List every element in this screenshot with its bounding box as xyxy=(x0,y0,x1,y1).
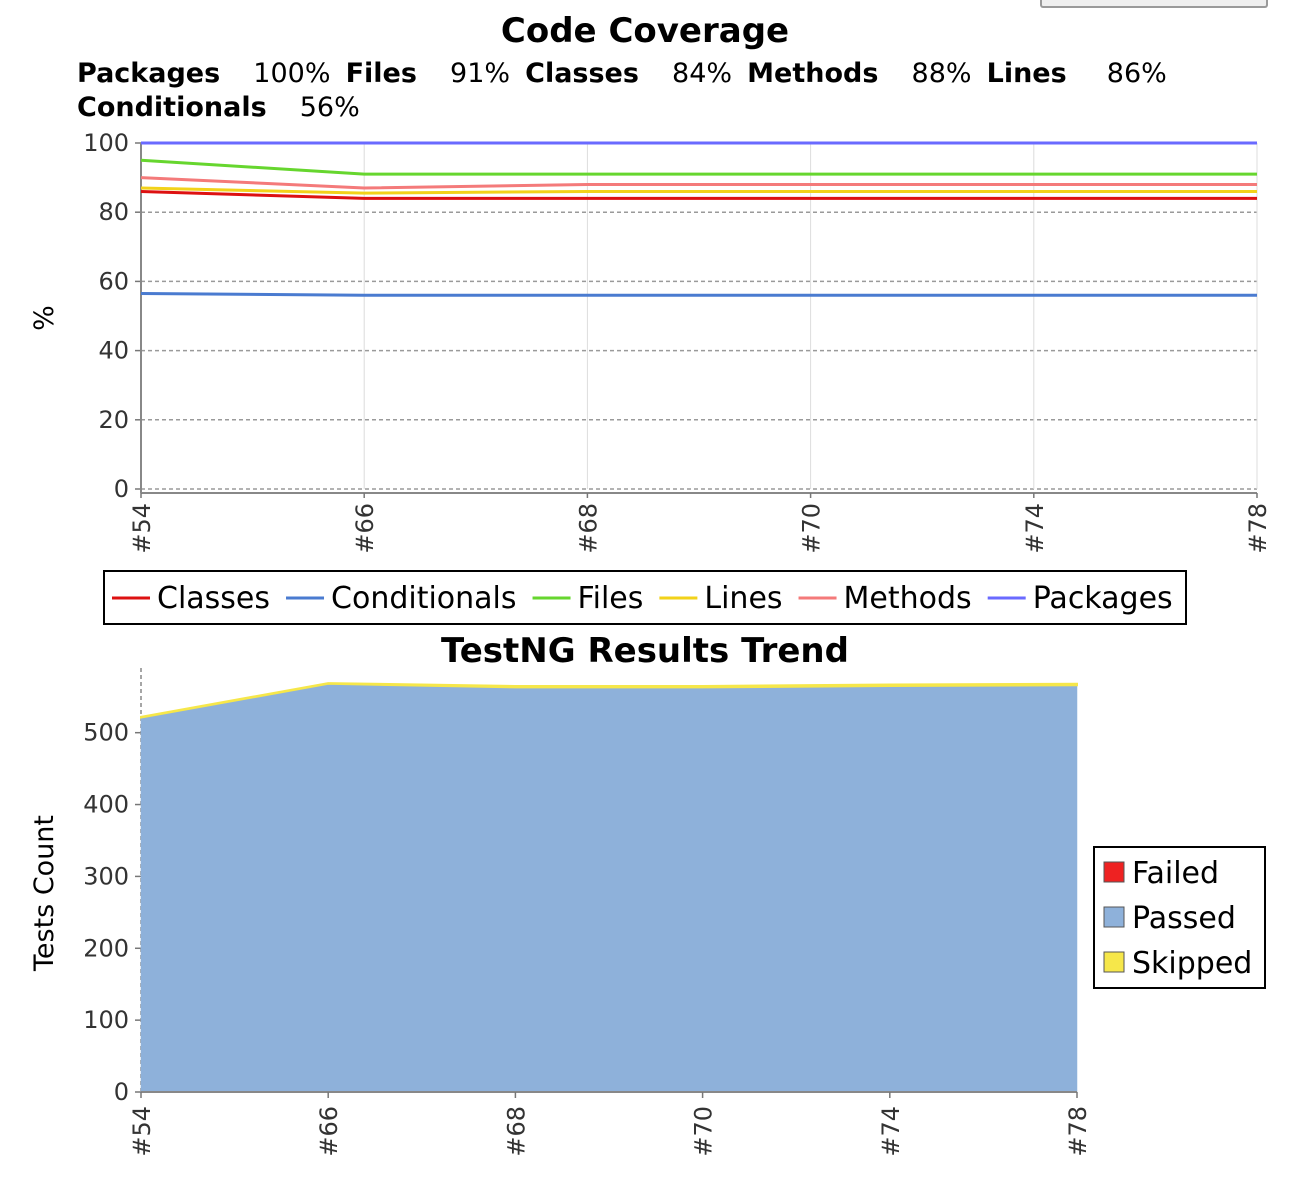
coverage-x-tick-label: #70 xyxy=(798,503,826,554)
coverage-plot: 0 20 40 60 80 100 #54 #66 #68 #70 #74 #78 xyxy=(83,129,1272,554)
coverage-x-tick-label: #66 xyxy=(351,503,379,554)
legend-label-packages: Packages xyxy=(1033,581,1173,616)
testng-title: TestNG Results Trend xyxy=(441,631,849,671)
coverage-summary-line-2: Conditionals 56% xyxy=(77,92,360,123)
summary-value-files: 91% xyxy=(450,58,510,89)
top-right-button[interactable] xyxy=(1040,0,1268,8)
legend-swatch-passed xyxy=(1103,906,1125,928)
testng-y-tick-label: 300 xyxy=(83,862,129,890)
summary-label-files: Files xyxy=(346,58,417,89)
summary-value-conditionals: 56% xyxy=(300,92,360,123)
coverage-y-axis-title: % xyxy=(29,305,60,331)
coverage-series-line-methods xyxy=(140,176,1257,190)
legend-label-failed: Failed xyxy=(1132,856,1219,891)
summary-value-classes: 84% xyxy=(672,58,732,89)
summary-label-methods: Methods xyxy=(747,58,878,89)
legend-label-conditionals: Conditionals xyxy=(331,581,517,616)
summary-value-lines: 86% xyxy=(1107,58,1167,89)
testng-y-axis-title: Tests Count xyxy=(29,815,60,972)
testng-x-tick-label: #74 xyxy=(877,1106,905,1157)
summary-label-packages: Packages xyxy=(77,58,220,89)
testng-x-tick-label: #54 xyxy=(128,1106,156,1157)
coverage-legend: Classes Conditionals Files Lines Methods Pack… xyxy=(112,581,1173,616)
summary-value-packages: 100% xyxy=(253,58,330,89)
coverage-y-tick-label: 20 xyxy=(98,406,129,434)
legend-label-methods: Methods xyxy=(844,581,972,616)
coverage-y-tick-label: 60 xyxy=(98,267,129,295)
coverage-y-tick-label: 100 xyxy=(83,129,129,157)
coverage-y-tick-label: 40 xyxy=(98,337,129,365)
testng-y-tick-label: 400 xyxy=(83,791,129,819)
testng-x-tick-label: #66 xyxy=(315,1106,343,1157)
coverage-x-tick-label: #74 xyxy=(1021,503,1049,554)
testng-x-tick-label: #68 xyxy=(502,1106,530,1157)
testng-y-tick-label: 100 xyxy=(83,1006,129,1034)
testng-y-tick-label: 0 xyxy=(114,1078,129,1106)
coverage-x-tick-label: #54 xyxy=(128,503,156,554)
testng-area-skipped xyxy=(140,682,1078,719)
testng-x-tick-label: #78 xyxy=(1064,1106,1092,1157)
coverage-title: Code Coverage xyxy=(501,11,789,51)
coverage-series-line-conditionals xyxy=(140,292,1257,297)
coverage-series-line-lines xyxy=(140,186,1257,195)
coverage-series-line-classes xyxy=(140,189,1257,200)
summary-label-lines: Lines xyxy=(987,58,1067,89)
summary-label-conditionals: Conditionals xyxy=(77,92,267,123)
coverage-x-tick-label: #68 xyxy=(574,503,602,554)
testng-y-tick-label: 200 xyxy=(83,934,129,962)
coverage-series-line-files xyxy=(140,158,1257,176)
coverage-y-tick-label: 80 xyxy=(98,198,129,226)
legend-label-classes: Classes xyxy=(157,581,270,616)
testng-plot: 0 100 200 300 400 500 #54 #66 #68 #70 #74 #78 xyxy=(83,668,1092,1157)
testng-legend: Failed Passed Skipped xyxy=(1103,856,1252,981)
legend-swatch-failed xyxy=(1103,861,1125,883)
summary-value-methods: 88% xyxy=(912,58,972,89)
summary-label-classes: Classes xyxy=(525,58,639,89)
legend-swatch-skipped xyxy=(1103,951,1125,973)
testng-y-tick-label: 500 xyxy=(83,719,129,747)
testng-x-tick-label: #70 xyxy=(690,1106,718,1157)
legend-label-passed: Passed xyxy=(1132,901,1236,936)
legend-label-lines: Lines xyxy=(704,581,782,616)
coverage-x-tick-label: #78 xyxy=(1244,503,1272,554)
legend-label-skipped: Skipped xyxy=(1132,946,1252,981)
testng-area-passed xyxy=(140,683,1078,1093)
coverage-y-tick-label: 0 xyxy=(114,475,129,503)
legend-label-files: Files xyxy=(578,581,644,616)
coverage-summary-line-1: Packages 100% Files 91% Classes 84% Meth… xyxy=(77,58,1167,89)
